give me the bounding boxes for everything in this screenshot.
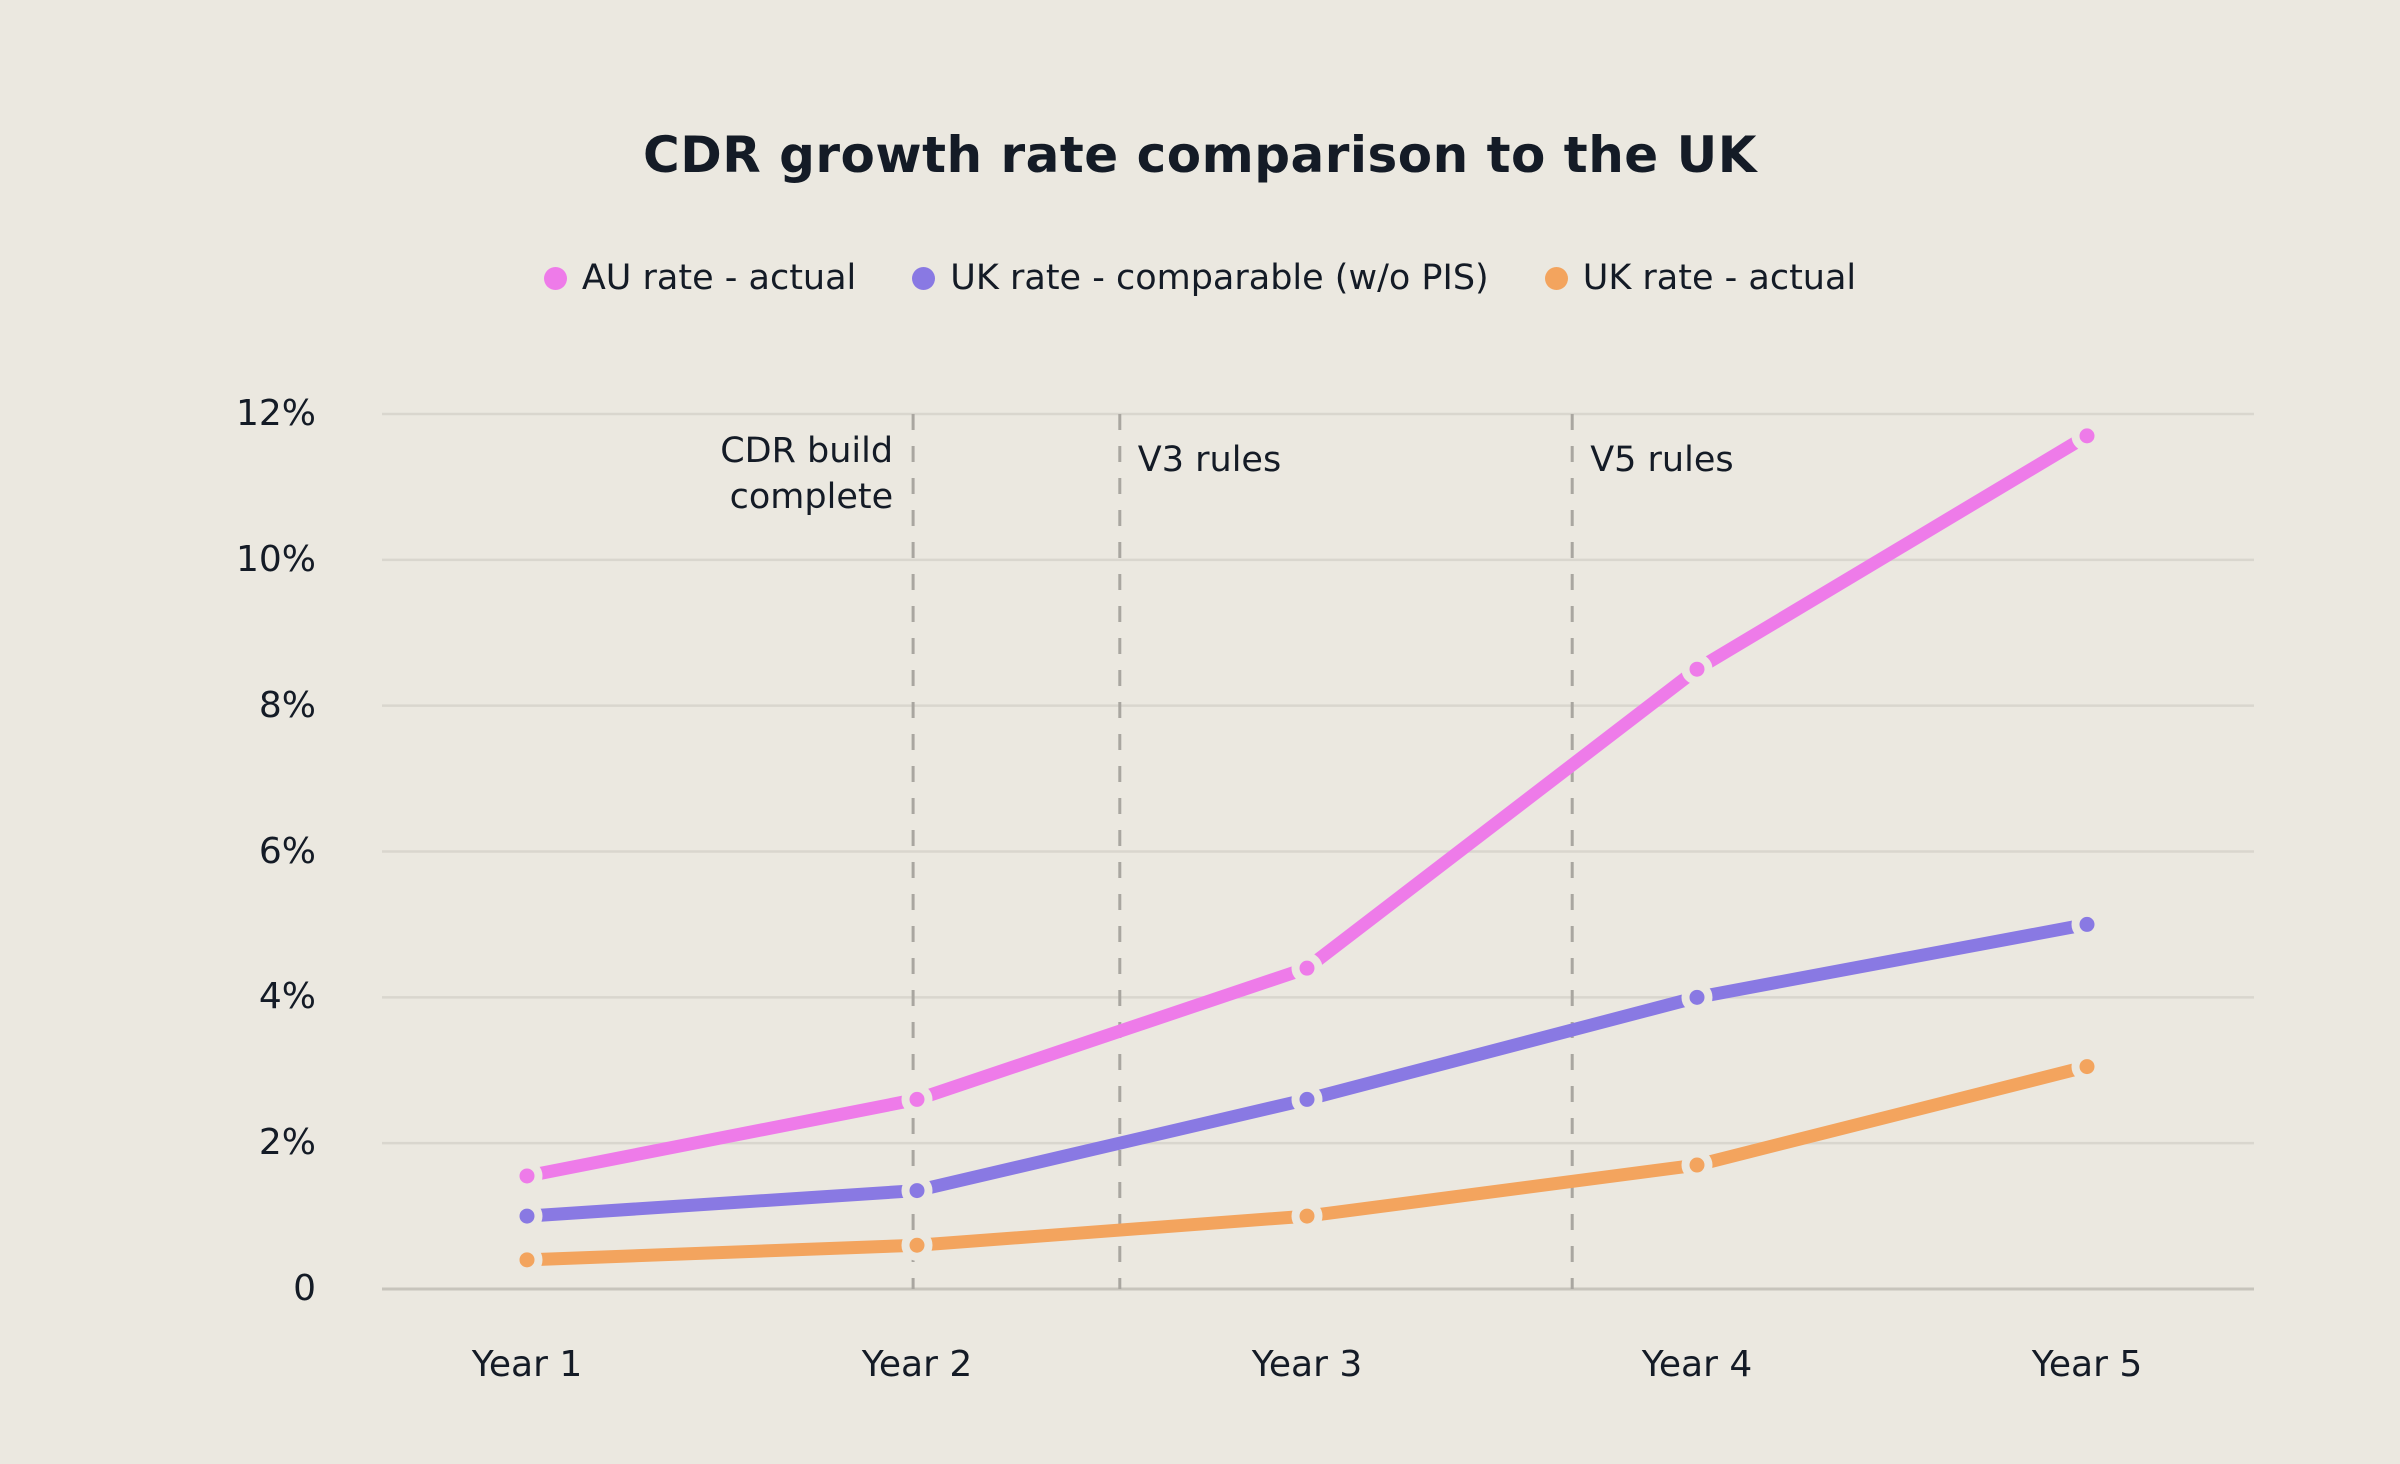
x-axis-category-label: Year 3 [1251,1344,1363,1385]
data-point [511,1244,543,1276]
legend-label: AU rate - actual [581,258,857,298]
data-point [1291,952,1323,984]
series-line [520,429,2094,1183]
data-point [1681,981,1713,1013]
annotation-cdr-build-complete: CDR build complete [720,431,894,517]
legend-label: UK rate - comparable (w/o PIS) [950,258,1489,298]
data-point [901,1229,933,1261]
data-point [1681,653,1713,685]
data-point [511,1160,543,1192]
y-axis-tick-label: 2% [258,1122,316,1164]
legend-dot-icon [543,266,567,290]
x-axis-category-label: Year 1 [471,1344,583,1385]
annotation-v3-rules: V3 rules [1137,440,1282,480]
data-point [901,1083,933,1115]
chart-title: CDR growth rate comparison to the UK [643,126,1757,184]
legend-dot-icon [1544,266,1568,290]
x-axis-category-label: Year 5 [2031,1344,2143,1385]
x-axis-category-label: Year 2 [861,1344,973,1385]
legend-item-uk-actual: UK rate - actual [1544,258,1857,298]
data-point [1681,1149,1713,1181]
legend-label: UK rate - actual [1582,258,1857,298]
data-point [901,1175,933,1207]
data-point [2071,1051,2103,1083]
legend-dot-icon [912,266,936,290]
data-point [1291,1200,1323,1232]
y-axis-tick-label: 10% [235,538,316,580]
y-axis-tick-label: 12% [235,393,316,434]
x-axis-category-label: Year 4 [1641,1344,1753,1385]
data-point [511,1200,543,1232]
annotation-v5-rules: V5 rules [1590,440,1734,480]
data-point [2071,908,2103,940]
data-point [2071,420,2103,452]
data-point [1291,1083,1323,1115]
y-axis-tick-label: 8% [258,684,316,726]
y-axis-tick-label: 6% [258,830,316,872]
y-axis-tick-label: 4% [258,976,316,1018]
legend-item-uk-comparable: UK rate - comparable (w/o PIS) [912,258,1489,298]
legend-item-au-actual: AU rate - actual [543,258,857,298]
chart-legend: AU rate - actual UK rate - comparable (w… [0,258,2400,298]
y-axis-tick-label: 0 [293,1268,316,1309]
